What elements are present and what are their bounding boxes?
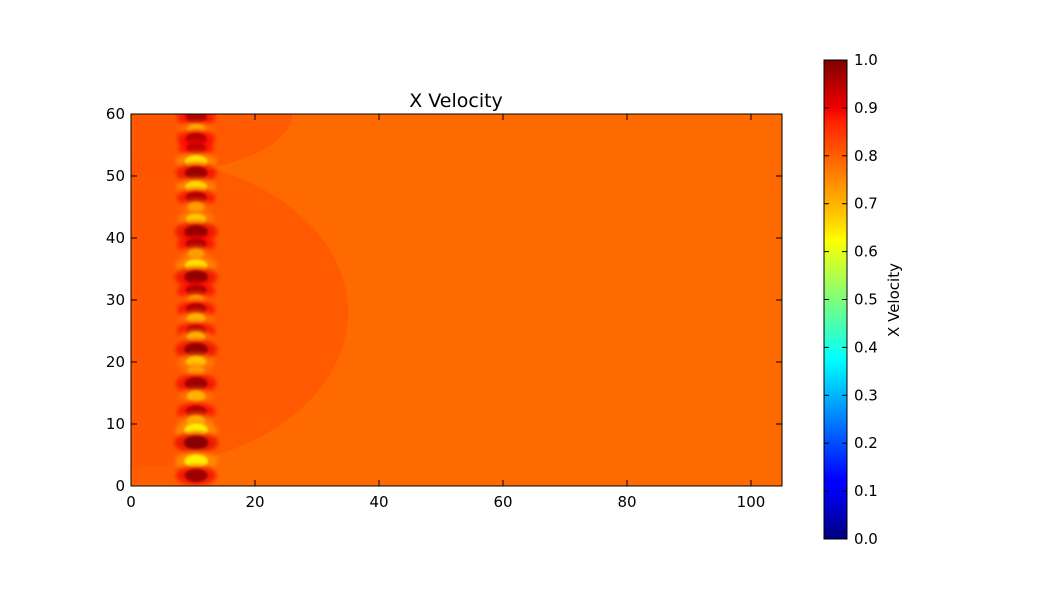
- hotspot: [174, 339, 218, 360]
- hotspot: [178, 139, 214, 157]
- x-tick-label: 100: [737, 493, 766, 511]
- x-axis: 0 20 40 60 80 100: [126, 114, 765, 511]
- x-tick-label: 80: [617, 493, 636, 511]
- hotspot: [179, 310, 214, 327]
- chart-title: X Velocity: [409, 90, 503, 112]
- y-tick-label: 60: [106, 105, 125, 123]
- colorbar-label: X Velocity: [885, 263, 903, 337]
- hotspot: [179, 387, 214, 405]
- x-tick-label: 0: [126, 493, 136, 511]
- hotspot: [175, 373, 217, 394]
- colorbar-tick-label: 0.9: [854, 99, 878, 117]
- heatmap-plot: [130, 113, 783, 487]
- y-axis: 0 10 20 30 40 50 60: [106, 105, 782, 495]
- colorbar-ticks: 0.0 0.1 0.2 0.3 0.4 0.5 0.6 0.7 0.8 0.9 1.0: [824, 51, 878, 548]
- colorbar-tick-label: 0.2: [854, 434, 878, 452]
- y-tick-label: 30: [106, 291, 125, 309]
- colorbar-tick-label: 1.0: [854, 51, 878, 69]
- hotspot: [174, 432, 219, 454]
- colorbar-tick-label: 0.0: [854, 530, 878, 548]
- x-tick-label: 20: [245, 493, 264, 511]
- colorbar: 0.0 0.1 0.2 0.3 0.4 0.5 0.6 0.7 0.8 0.9 1.0 X Velo…: [823, 51, 903, 548]
- x-tick-label: 60: [493, 493, 512, 511]
- hotspot: [180, 199, 212, 215]
- y-tick-label: 50: [106, 167, 125, 185]
- colorbar-tick-label: 0.5: [854, 291, 878, 309]
- colorbar-tick-label: 0.4: [854, 338, 878, 356]
- colorbar-tick-label: 0.6: [854, 243, 878, 261]
- y-tick-label: 40: [106, 229, 125, 247]
- hotspot: [174, 451, 218, 472]
- colorbar-tick-label: 0.8: [854, 147, 878, 165]
- hotspot: [175, 163, 217, 183]
- y-tick-label: 0: [115, 477, 125, 495]
- y-tick-label: 10: [106, 415, 125, 433]
- colorbar-tick-label: 0.1: [854, 482, 878, 500]
- velocity-field: [131, 114, 348, 486]
- colorbar-tick-label: 0.7: [854, 195, 878, 213]
- hotspot: [175, 465, 217, 486]
- hotspot: [174, 266, 218, 288]
- colorbar-tick-label: 0.3: [854, 386, 878, 404]
- x-tick-label: 40: [369, 493, 388, 511]
- y-tick-label: 20: [106, 353, 125, 371]
